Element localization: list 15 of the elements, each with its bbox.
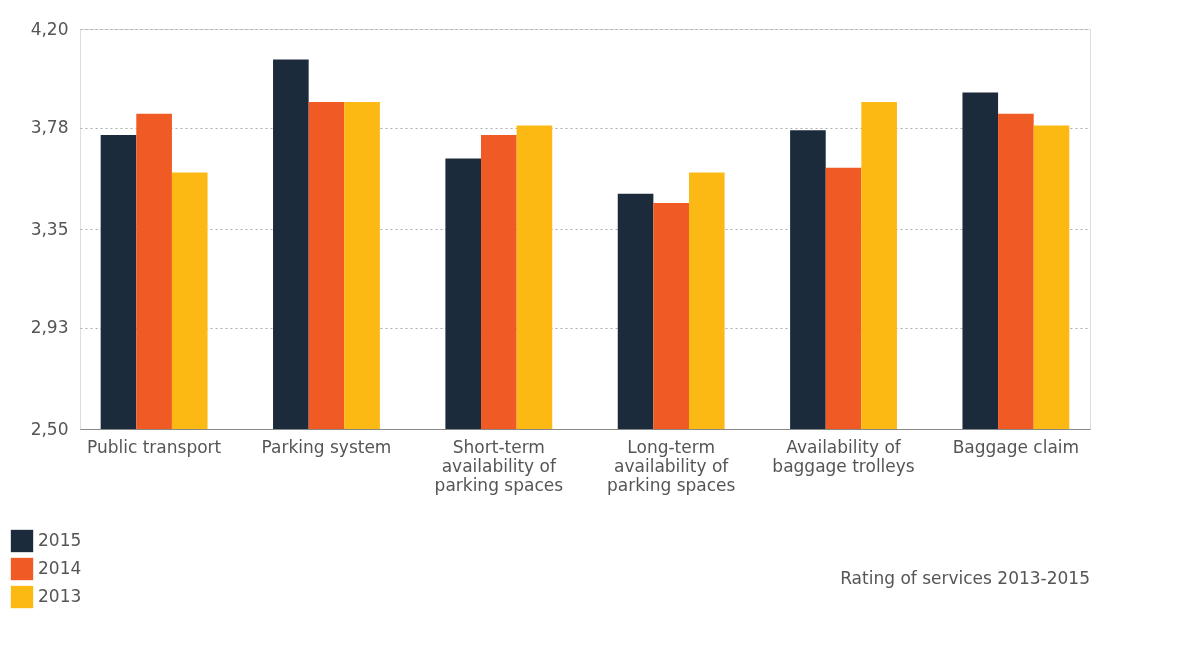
x-tick-label: Public transport [86,436,222,457]
y-tick-label: 3,78 [30,117,69,138]
y-tick-label: 3,35 [30,218,69,239]
y-tick-label: 2,50 [30,418,69,439]
x-tick-label: Long-term availability of parking spaces [606,436,736,495]
legend-label: 2013 [38,586,82,606]
x-tick-label: Baggage claim [952,436,1080,457]
legend-label: 2014 [38,558,82,578]
x-tick-label: Availability of baggage trolleys [772,436,915,476]
text: Rating of services 2013-2015 [840,568,1090,588]
x-tick-label: Short-term availability of parking spaces [434,436,564,495]
legend-label: 2015 [38,530,82,550]
y-tick-label: 2,93 [30,317,69,338]
x-tick-label: Parking system [261,436,392,457]
y-tick-label: 4,20 [30,18,69,39]
